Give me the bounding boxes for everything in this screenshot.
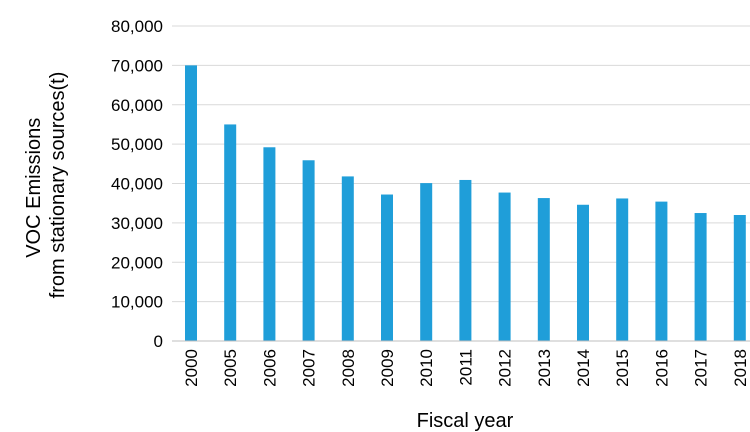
bar-2017 (694, 213, 707, 341)
y-tick-label: 20,000 (111, 253, 163, 272)
y-tick-label: 70,000 (111, 56, 163, 75)
bar-2006 (263, 147, 276, 341)
y-tick-label: 0 (154, 332, 163, 351)
bar-2005 (224, 124, 237, 341)
x-tick-label-2017: 2017 (692, 349, 711, 387)
bar-2012 (498, 192, 511, 341)
x-tick-label-2010: 2010 (417, 349, 436, 387)
x-tick-label-2009: 2009 (378, 349, 397, 387)
bar-2008 (341, 176, 354, 341)
x-tick-label-2008: 2008 (339, 349, 358, 387)
x-tick-label-2013: 2013 (535, 349, 554, 387)
x-tick-label-2005: 2005 (221, 349, 240, 387)
y-tick-label: 40,000 (111, 175, 163, 194)
x-tick-label-2011: 2011 (456, 349, 475, 386)
bar-2010 (420, 183, 433, 341)
x-tick-label-2014: 2014 (574, 349, 593, 387)
x-tick-label-2015: 2015 (613, 349, 632, 387)
y-tick-label: 60,000 (111, 96, 163, 115)
x-tick-label-2007: 2007 (300, 349, 319, 387)
bar-2014 (577, 204, 589, 341)
x-axis-title: Fiscal year (417, 410, 514, 432)
y-axis-title: VOC Emissions from stationary sources(t) (23, 72, 69, 299)
bar-2013 (537, 198, 550, 341)
bar-2018 (733, 215, 746, 341)
y-axis-title-line-1: VOC Emissions (23, 118, 45, 258)
x-tick-label-2016: 2016 (652, 349, 671, 387)
y-tick-label: 30,000 (111, 214, 163, 233)
bar-2009 (381, 194, 393, 341)
bars (185, 65, 746, 341)
x-tick-label-2012: 2012 (496, 349, 515, 387)
y-tick-label: 80,000 (111, 17, 163, 36)
x-tick-label-2018: 2018 (731, 349, 750, 387)
x-tick-label-2000: 2000 (182, 349, 201, 387)
bar-2016 (655, 201, 668, 341)
x-tick-label-2006: 2006 (260, 349, 279, 387)
y-tick-label: 10,000 (111, 293, 163, 312)
bar-2015 (616, 198, 629, 341)
x-axis-tick-labels: 2000 2005 2006 2007 2008 2009 2010 2011 2012 2013… (182, 349, 750, 387)
bar-2011 (459, 179, 472, 341)
y-axis-title-line-2: from stationary sources(t) (47, 72, 69, 299)
bar-2007 (302, 160, 315, 341)
y-tick-label: 50,000 (111, 135, 163, 154)
bar-2000 (185, 65, 197, 341)
y-axis-tick-labels: 0 10,000 20,000 30,000 40,000 50,000 60,000 70,… (111, 17, 163, 351)
